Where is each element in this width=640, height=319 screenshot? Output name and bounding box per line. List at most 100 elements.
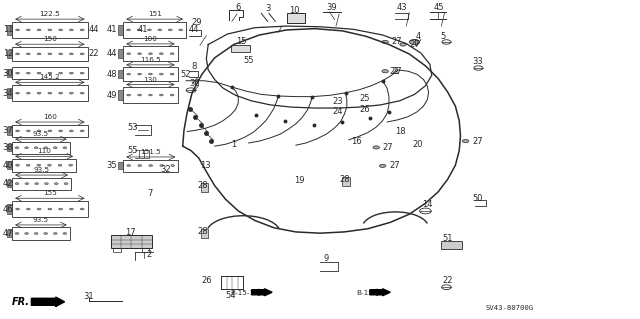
Circle shape: [80, 72, 84, 74]
Text: 10: 10: [289, 6, 300, 15]
Bar: [142, 249, 150, 252]
Text: 9: 9: [323, 254, 328, 263]
Text: 6: 6: [236, 3, 241, 12]
Text: 41: 41: [106, 26, 117, 34]
Circle shape: [26, 92, 30, 94]
Bar: [7, 144, 12, 152]
Circle shape: [15, 29, 19, 31]
Circle shape: [37, 164, 41, 166]
Text: 110: 110: [37, 148, 51, 154]
Text: 93.5: 93.5: [33, 217, 49, 223]
Circle shape: [35, 183, 38, 185]
Circle shape: [159, 73, 163, 75]
Text: 20: 20: [413, 140, 423, 149]
Circle shape: [137, 29, 141, 31]
Circle shape: [34, 233, 38, 234]
Circle shape: [48, 53, 52, 55]
Text: 52: 52: [180, 70, 191, 78]
Text: 93.5: 93.5: [33, 167, 50, 173]
Circle shape: [26, 208, 30, 210]
Circle shape: [148, 73, 152, 75]
Bar: [200, 229, 208, 238]
Circle shape: [127, 29, 131, 31]
Text: 44: 44: [106, 49, 117, 58]
Circle shape: [59, 53, 63, 55]
Circle shape: [59, 208, 63, 210]
Text: B-15-1: B-15-1: [231, 290, 255, 296]
Circle shape: [26, 164, 30, 166]
Bar: [118, 162, 124, 169]
Bar: [124, 67, 177, 81]
Circle shape: [15, 92, 19, 94]
Text: 155: 155: [43, 190, 57, 196]
Text: 122.5: 122.5: [40, 11, 60, 17]
Bar: [7, 50, 12, 58]
Text: 30: 30: [3, 69, 13, 78]
Bar: [12, 142, 70, 154]
Text: 16: 16: [351, 137, 361, 145]
Circle shape: [138, 94, 141, 96]
Circle shape: [54, 183, 58, 185]
Text: 40: 40: [3, 161, 13, 170]
Text: 41: 41: [138, 26, 148, 34]
Bar: [7, 88, 12, 98]
Circle shape: [171, 165, 175, 167]
Circle shape: [53, 233, 57, 234]
Circle shape: [148, 53, 152, 55]
Circle shape: [70, 53, 74, 55]
Bar: [7, 69, 12, 77]
Bar: [200, 183, 208, 192]
Circle shape: [15, 72, 19, 74]
Text: 12: 12: [3, 49, 13, 58]
Text: 44: 44: [88, 26, 99, 34]
Text: B-15: B-15: [356, 290, 373, 296]
Circle shape: [70, 130, 74, 132]
Circle shape: [158, 29, 162, 31]
Bar: [118, 90, 124, 100]
Bar: [118, 25, 124, 35]
Text: 32: 32: [161, 165, 171, 174]
Circle shape: [149, 165, 153, 167]
Circle shape: [15, 147, 19, 149]
Text: 27: 27: [410, 40, 420, 49]
Circle shape: [25, 183, 29, 185]
Text: 19: 19: [294, 176, 305, 185]
Circle shape: [127, 165, 131, 167]
Circle shape: [80, 208, 84, 210]
FancyArrow shape: [370, 289, 390, 296]
Bar: [12, 85, 88, 101]
Circle shape: [59, 29, 63, 31]
Bar: [287, 13, 305, 23]
Bar: [124, 87, 177, 103]
Circle shape: [70, 72, 74, 74]
Bar: [12, 178, 71, 190]
Circle shape: [37, 130, 41, 132]
Circle shape: [148, 94, 152, 96]
Circle shape: [58, 164, 62, 166]
Circle shape: [127, 94, 131, 96]
Bar: [7, 204, 12, 214]
Text: 51: 51: [443, 234, 453, 243]
Bar: [118, 49, 124, 58]
Circle shape: [380, 164, 386, 167]
Circle shape: [37, 208, 41, 210]
Text: 38: 38: [3, 143, 13, 152]
Bar: [7, 25, 12, 35]
Circle shape: [15, 164, 19, 166]
Text: 50: 50: [472, 194, 483, 203]
Circle shape: [26, 53, 30, 55]
Bar: [12, 201, 88, 217]
Bar: [342, 177, 350, 186]
Text: 45: 45: [434, 3, 444, 11]
Circle shape: [25, 147, 28, 149]
FancyArrow shape: [252, 289, 272, 296]
Text: 37: 37: [3, 126, 13, 135]
Circle shape: [463, 139, 468, 143]
Text: 31: 31: [84, 292, 94, 301]
Circle shape: [48, 29, 52, 31]
Circle shape: [26, 29, 30, 31]
Bar: [7, 180, 12, 187]
Text: 28: 28: [197, 181, 208, 190]
Circle shape: [138, 53, 141, 55]
Bar: [12, 67, 88, 79]
